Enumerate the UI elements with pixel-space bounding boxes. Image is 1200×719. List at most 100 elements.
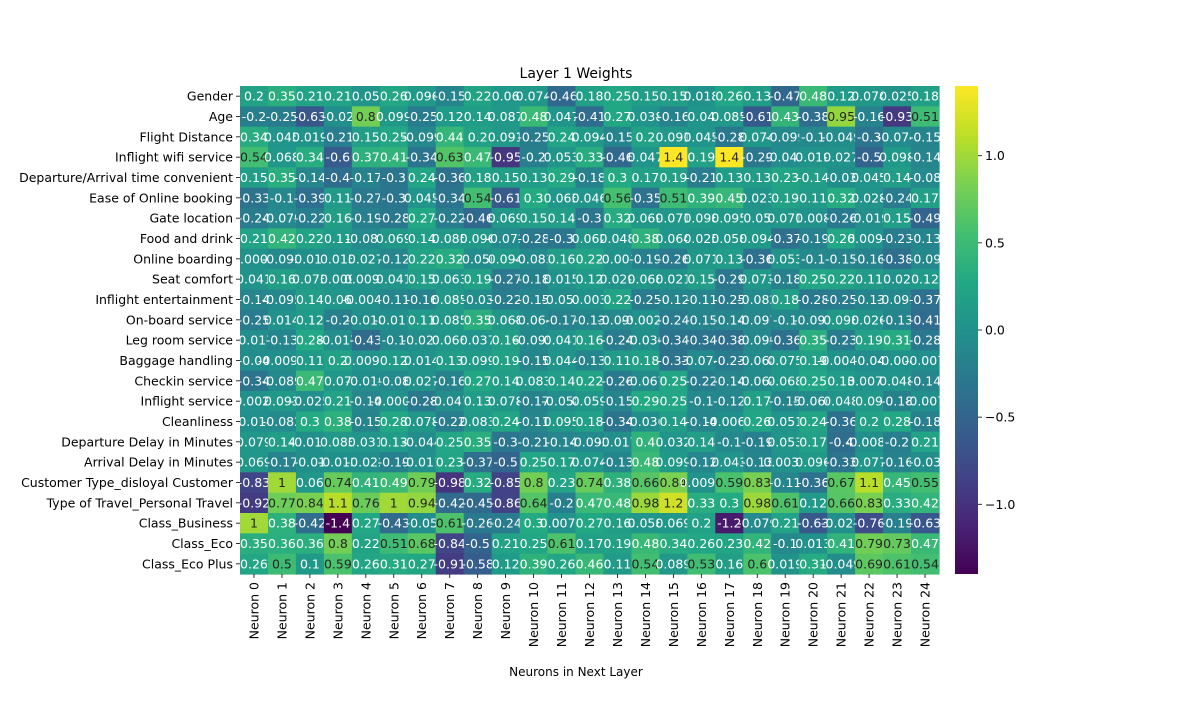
heatmap-cell bbox=[687, 289, 716, 311]
heatmap-cell bbox=[491, 431, 521, 453]
heatmap-cell bbox=[323, 248, 353, 270]
cell-label: -0.1 bbox=[382, 333, 406, 348]
cell-label: -0.0002 bbox=[370, 394, 418, 409]
heatmap-cell bbox=[547, 167, 577, 189]
heatmap-cell bbox=[687, 533, 716, 555]
heatmap-cell bbox=[911, 411, 940, 433]
heatmap-cell bbox=[771, 147, 800, 168]
cell-label: -0.014 bbox=[234, 414, 274, 429]
cell-label: -0.26 bbox=[657, 251, 689, 266]
cell-label: 0.1 bbox=[300, 556, 320, 571]
heatmap-cell bbox=[827, 147, 856, 168]
heatmap-cell bbox=[547, 411, 577, 433]
cell-label: 0.038 bbox=[628, 109, 664, 124]
heatmap-cell bbox=[575, 228, 605, 250]
heatmap-cell bbox=[351, 289, 381, 311]
cell-label: 0.013 bbox=[320, 251, 356, 266]
cell-label: -0.097 bbox=[793, 312, 833, 327]
cell-label: 0.095 bbox=[544, 414, 580, 429]
cell-label: -0.079 bbox=[262, 211, 302, 226]
heatmap-cell bbox=[547, 431, 577, 453]
heatmap-cell bbox=[491, 126, 521, 148]
cell-label: -0.0084 bbox=[845, 434, 893, 449]
heatmap-cell bbox=[855, 553, 884, 575]
heatmap-cell bbox=[687, 492, 716, 514]
row-label: Departure Delay in Minutes bbox=[61, 434, 233, 449]
heatmap-cell bbox=[715, 492, 744, 514]
cell-label: -0.28 bbox=[713, 129, 745, 144]
heatmap-cell bbox=[351, 553, 381, 575]
heatmap-cell bbox=[267, 167, 297, 189]
cell-label: -0.17 bbox=[545, 312, 577, 327]
cell-label: 0.2 bbox=[468, 129, 488, 144]
cell-label: 0.32 bbox=[436, 251, 464, 266]
cell-label: -0.36 bbox=[769, 333, 801, 348]
heatmap-cell bbox=[323, 431, 353, 453]
cell-label: -0.21 bbox=[322, 129, 354, 144]
heatmap-cell bbox=[407, 126, 437, 148]
heatmap-cell bbox=[855, 513, 884, 534]
heatmap-cell bbox=[491, 208, 521, 229]
cell-label: 0.56 bbox=[604, 190, 632, 205]
heatmap-cell bbox=[295, 553, 325, 575]
cell-label: -0.92 bbox=[238, 495, 270, 510]
cell-label: -0.47 bbox=[769, 89, 801, 104]
heatmap-cell bbox=[771, 106, 800, 128]
heatmap-cell bbox=[659, 350, 688, 372]
cell-label: 0.54 bbox=[240, 150, 268, 165]
heatmap-cell bbox=[267, 248, 297, 270]
cell-label: -0.2 bbox=[242, 109, 266, 124]
cell-label: 0.12 bbox=[799, 495, 827, 510]
row-label: Flight Distance bbox=[139, 129, 233, 144]
cell-label: 0.12 bbox=[436, 109, 464, 124]
cell-label: 0.003 bbox=[572, 292, 608, 307]
cell-label: -0.1 bbox=[717, 434, 741, 449]
heatmap-cell bbox=[883, 248, 912, 270]
heatmap-cell bbox=[519, 513, 549, 534]
cell-label: 0.66 bbox=[631, 475, 659, 490]
cell-label: 0.42 bbox=[743, 536, 771, 551]
heatmap-cell bbox=[743, 147, 772, 168]
cell-label: 0.07 bbox=[324, 373, 352, 388]
heatmap-cell bbox=[407, 86, 437, 107]
heatmap-cell bbox=[379, 289, 409, 311]
column-label: Neuron 21 bbox=[834, 582, 849, 647]
heatmap-cell bbox=[687, 147, 716, 168]
heatmap-cell bbox=[519, 106, 549, 128]
heatmap-cell bbox=[435, 553, 465, 575]
cell-label: 0.18 bbox=[464, 170, 492, 185]
heatmap-cell bbox=[323, 452, 353, 473]
cell-label: -0.33 bbox=[825, 455, 857, 470]
cell-label: 0.19 bbox=[464, 272, 492, 287]
heatmap-cell bbox=[603, 167, 633, 189]
cell-label: 0.074 bbox=[572, 455, 608, 470]
cell-label: 0.28 bbox=[296, 333, 324, 348]
heatmap-cell bbox=[911, 248, 940, 270]
cell-label: 0.41 bbox=[380, 150, 408, 165]
heatmap-cell bbox=[603, 431, 633, 453]
cell-label: 0.079 bbox=[236, 434, 272, 449]
heatmap-cell bbox=[575, 147, 605, 168]
cell-label: 0.51 bbox=[659, 190, 687, 205]
cell-label: 0.47 bbox=[911, 536, 939, 551]
heatmap-cell bbox=[911, 86, 940, 107]
heatmap-cell bbox=[519, 452, 549, 473]
cell-label: 0.41 bbox=[827, 536, 855, 551]
cell-label: 0.14 bbox=[548, 211, 576, 226]
heatmap-cell bbox=[743, 472, 772, 494]
heatmap-cell bbox=[827, 248, 856, 270]
heatmap-cell bbox=[659, 492, 688, 514]
heatmap-cell bbox=[351, 492, 381, 514]
cell-label: -0.12 bbox=[378, 251, 410, 266]
cell-label: 0.79 bbox=[408, 475, 436, 490]
cell-label: -0.29 bbox=[713, 272, 745, 287]
heatmap-cell bbox=[575, 533, 605, 555]
cell-label: 0.28 bbox=[380, 414, 408, 429]
heatmap-cell bbox=[575, 370, 605, 392]
heatmap-cell bbox=[855, 431, 884, 453]
heatmap-cell bbox=[855, 147, 884, 168]
cell-label: 0.21 bbox=[296, 89, 324, 104]
cell-label: -0.092 bbox=[569, 434, 609, 449]
colorbar-tick-label: 0.0 bbox=[985, 323, 1005, 338]
heatmap-cell bbox=[519, 533, 549, 555]
